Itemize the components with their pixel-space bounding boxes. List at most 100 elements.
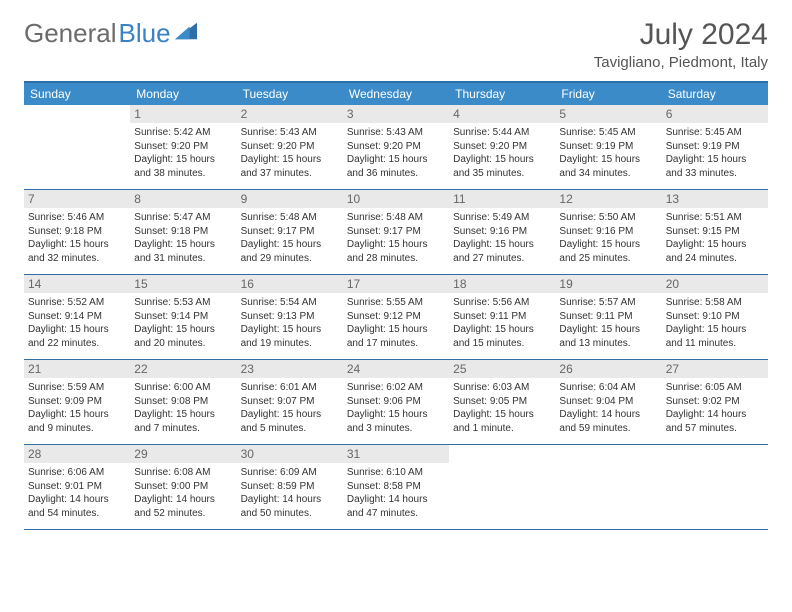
sunrise-text: Sunrise: 5:55 AM: [347, 296, 445, 310]
daylight-text: Daylight: 14 hours and 52 minutes.: [134, 493, 232, 520]
sunset-text: Sunset: 9:04 PM: [559, 395, 657, 409]
title-block: July 2024 Tavigliano, Piedmont, Italy: [594, 18, 768, 71]
daylight-text: Daylight: 15 hours and 35 minutes.: [453, 153, 551, 180]
day-number: 26: [555, 360, 661, 378]
calendar-cell: [449, 445, 555, 529]
calendar-cell: 17 Sunrise: 5:55 AMSunset: 9:12 PMDayligh…: [343, 275, 449, 359]
day-number: 30: [237, 445, 343, 463]
day-number: 24: [343, 360, 449, 378]
sunset-text: Sunset: 8:58 PM: [347, 480, 445, 494]
sunrise-text: Sunrise: 5:49 AM: [453, 211, 551, 225]
sunset-text: Sunset: 9:10 PM: [666, 310, 764, 324]
day-header-cell: Saturday: [662, 83, 768, 105]
daylight-text: Daylight: 15 hours and 29 minutes.: [241, 238, 339, 265]
sunrise-text: Sunrise: 6:06 AM: [28, 466, 126, 480]
calendar-cell: 14Sunrise: 5:52 AMSunset: 9:14 PMDayligh…: [24, 275, 130, 359]
day-number: 23: [237, 360, 343, 378]
day-header-cell: Tuesday: [237, 83, 343, 105]
calendar-cell: 7Sunrise: 5:46 AMSunset: 9:18 PMDaylight…: [24, 190, 130, 274]
calendar-cell: 23Sunrise: 6:01 AMSunset: 9:07 PMDayligh…: [237, 360, 343, 444]
day-header-cell: Friday: [555, 83, 661, 105]
daylight-text: Daylight: 15 hours and 27 minutes.: [453, 238, 551, 265]
sunset-text: Sunset: 9:13 PM: [241, 310, 339, 324]
sunrise-text: Sunrise: 5:47 AM: [134, 211, 232, 225]
day-number: 2: [237, 105, 343, 123]
calendar-cell: 6Sunrise: 5:45 AMSunset: 9:19 PMDaylight…: [662, 105, 768, 189]
calendar-cell: 10Sunrise: 5:48 AMSunset: 9:17 PMDayligh…: [343, 190, 449, 274]
sunrise-text: Sunrise: 6:05 AM: [666, 381, 764, 395]
calendar-cell: 3Sunrise: 5:43 AMSunset: 9:20 PMDaylight…: [343, 105, 449, 189]
sunset-text: Sunset: 9:00 PM: [134, 480, 232, 494]
daylight-text: Daylight: 15 hours and 15 minutes.: [453, 323, 551, 350]
sunrise-text: Sunrise: 5:59 AM: [28, 381, 126, 395]
day-number: 7: [24, 190, 130, 208]
sunset-text: Sunset: 9:01 PM: [28, 480, 126, 494]
sunrise-text: Sunrise: 5:52 AM: [28, 296, 126, 310]
sunrise-text: Sunrise: 5:53 AM: [134, 296, 232, 310]
calendar-cell: 1Sunrise: 5:42 AMSunset: 9:20 PMDaylight…: [130, 105, 236, 189]
sunrise-text: Sunrise: 5:57 AM: [559, 296, 657, 310]
calendar-cell: 2Sunrise: 5:43 AMSunset: 9:20 PMDaylight…: [237, 105, 343, 189]
sunset-text: Sunset: 9:20 PM: [241, 140, 339, 154]
calendar-week-row: 1Sunrise: 5:42 AMSunset: 9:20 PMDaylight…: [24, 105, 768, 190]
day-number: 19: [555, 275, 661, 293]
sunrise-text: Sunrise: 5:48 AM: [241, 211, 339, 225]
calendar-cell: 20Sunrise: 5:58 AMSunset: 9:10 PMDayligh…: [662, 275, 768, 359]
daylight-text: Daylight: 15 hours and 9 minutes.: [28, 408, 126, 435]
sunset-text: Sunset: 9:20 PM: [347, 140, 445, 154]
calendar-cell: 15Sunrise: 5:53 AMSunset: 9:14 PMDayligh…: [130, 275, 236, 359]
day-number: 5: [555, 105, 661, 123]
sunset-text: Sunset: 9:19 PM: [559, 140, 657, 154]
sunrise-text: Sunrise: 6:02 AM: [347, 381, 445, 395]
daylight-text: Daylight: 15 hours and 32 minutes.: [28, 238, 126, 265]
day-number: 17: [343, 275, 449, 293]
calendar-cell: 30Sunrise: 6:09 AMSunset: 8:59 PMDayligh…: [237, 445, 343, 529]
daylight-text: Daylight: 15 hours and 22 minutes.: [28, 323, 126, 350]
daylight-text: Daylight: 15 hours and 1 minute.: [453, 408, 551, 435]
daylight-text: Daylight: 15 hours and 11 minutes.: [666, 323, 764, 350]
day-header-cell: Thursday: [449, 83, 555, 105]
sunrise-text: Sunrise: 5:58 AM: [666, 296, 764, 310]
month-title: July 2024: [594, 18, 768, 52]
calendar-cell: [24, 105, 130, 189]
daylight-text: Daylight: 15 hours and 28 minutes.: [347, 238, 445, 265]
calendar-cell: 13Sunrise: 5:51 AMSunset: 9:15 PMDayligh…: [662, 190, 768, 274]
daylight-text: Daylight: 14 hours and 54 minutes.: [28, 493, 126, 520]
sunrise-text: Sunrise: 5:56 AM: [453, 296, 551, 310]
daylight-text: Daylight: 15 hours and 31 minutes.: [134, 238, 232, 265]
location-label: Tavigliano, Piedmont, Italy: [594, 54, 768, 71]
calendar-cell: 21Sunrise: 5:59 AMSunset: 9:09 PMDayligh…: [24, 360, 130, 444]
day-number: 16: [237, 275, 343, 293]
day-number: 28: [24, 445, 130, 463]
sunset-text: Sunset: 9:12 PM: [347, 310, 445, 324]
day-number: 9: [237, 190, 343, 208]
day-header-cell: Monday: [130, 83, 236, 105]
calendar-cell: [555, 445, 661, 529]
calendar-cell: 8Sunrise: 5:47 AMSunset: 9:18 PMDaylight…: [130, 190, 236, 274]
day-header-cell: Sunday: [24, 83, 130, 105]
day-number: 27: [662, 360, 768, 378]
calendar-cell: 26Sunrise: 6:04 AMSunset: 9:04 PMDayligh…: [555, 360, 661, 444]
daylight-text: Daylight: 15 hours and 17 minutes.: [347, 323, 445, 350]
calendar-cell: 4Sunrise: 5:44 AMSunset: 9:20 PMDaylight…: [449, 105, 555, 189]
sunrise-text: Sunrise: 5:48 AM: [347, 211, 445, 225]
calendar: SundayMondayTuesdayWednesdayThursdayFrid…: [24, 81, 768, 530]
day-number: 11: [449, 190, 555, 208]
sunset-text: Sunset: 9:05 PM: [453, 395, 551, 409]
sunset-text: Sunset: 9:08 PM: [134, 395, 232, 409]
calendar-cell: 16Sunrise: 5:54 AMSunset: 9:13 PMDayligh…: [237, 275, 343, 359]
sunset-text: Sunset: 9:17 PM: [347, 225, 445, 239]
daylight-text: Daylight: 15 hours and 13 minutes.: [559, 323, 657, 350]
sunrise-text: Sunrise: 5:43 AM: [241, 126, 339, 140]
sunset-text: Sunset: 8:59 PM: [241, 480, 339, 494]
daylight-text: Daylight: 15 hours and 20 minutes.: [134, 323, 232, 350]
sunrise-text: Sunrise: 5:46 AM: [28, 211, 126, 225]
day-number: 15: [130, 275, 236, 293]
calendar-week-row: 28Sunrise: 6:06 AMSunset: 9:01 PMDayligh…: [24, 445, 768, 530]
sunset-text: Sunset: 9:15 PM: [666, 225, 764, 239]
day-number: 21: [24, 360, 130, 378]
sunrise-text: Sunrise: 5:42 AM: [134, 126, 232, 140]
sunrise-text: Sunrise: 6:04 AM: [559, 381, 657, 395]
sunrise-text: Sunrise: 5:45 AM: [559, 126, 657, 140]
day-number: 6: [662, 105, 768, 123]
